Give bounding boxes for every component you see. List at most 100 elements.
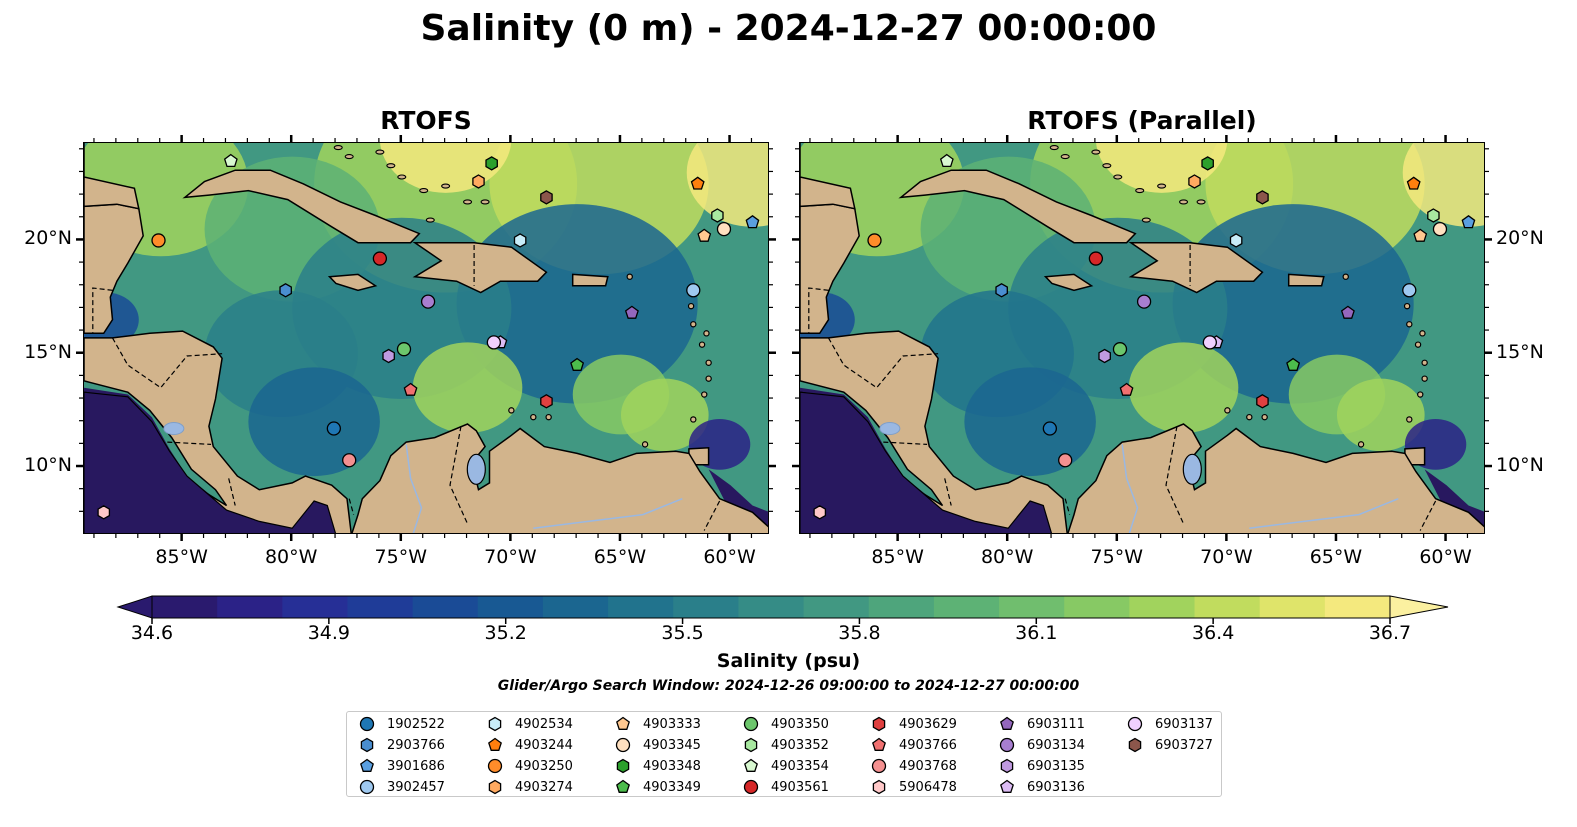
legend-label: 4903766 (899, 737, 957, 753)
hexagon-marker-icon (616, 758, 630, 774)
colorbar-segment (1194, 596, 1261, 618)
panel-title-rtofs-parallel: RTOFS (Parallel) (1027, 106, 1257, 135)
legend-label: 2903766 (387, 737, 445, 753)
pentagon-marker-icon (616, 779, 630, 793)
colorbar-segment (477, 596, 544, 618)
float-4903345 (1432, 221, 1448, 237)
pentagon-marker-icon (616, 716, 630, 730)
legend-item: 4903348 (613, 756, 701, 776)
colorbar (116, 595, 1449, 624)
colorbar-segment (868, 596, 935, 618)
colorbar-segment (933, 596, 1000, 618)
pentagon-marker-icon (360, 758, 374, 772)
float-4903345 (716, 221, 732, 237)
float-4903348 (1201, 156, 1214, 171)
legend-item: 4903274 (485, 777, 573, 797)
float-4903352 (711, 208, 724, 223)
lat-tick-label-left: 10°N (24, 454, 72, 477)
float-4903274 (1188, 174, 1201, 189)
colorbar-tick-label: 35.2 (484, 622, 527, 644)
float-4903629 (540, 394, 553, 409)
legend-label: 4903348 (643, 758, 701, 774)
legend-item: 4903333 (613, 714, 701, 734)
lon-tick-label: 65°W (1309, 546, 1363, 568)
float-6903111 (1340, 305, 1355, 319)
float-4903244 (1406, 176, 1421, 190)
legend-label: 4903274 (515, 779, 573, 795)
float-4903244 (690, 176, 705, 190)
legend-item: 4902534 (485, 714, 573, 734)
panel-title-rtofs: RTOFS (380, 106, 472, 135)
lon-tick-label: 70°W (1200, 546, 1253, 568)
legend-item: 6903135 (997, 756, 1085, 776)
lon-tick-label: 65°W (593, 546, 647, 568)
colorbar-extend-low (116, 595, 153, 619)
float-4903354 (223, 153, 238, 168)
float-4903766 (403, 382, 418, 396)
legend-item: 4903352 (741, 735, 829, 755)
float-6903135 (1098, 348, 1111, 364)
float-4903274 (472, 174, 485, 189)
lat-tick-label-right: 10°N (1496, 454, 1544, 477)
legend-label: 4903350 (771, 716, 829, 732)
lon-tick-label: 70°W (484, 546, 537, 568)
hexagon-marker-icon (488, 716, 502, 732)
colorbar-segment (1129, 596, 1196, 618)
pentagon-marker-icon (1000, 716, 1014, 730)
colorbar-segment (673, 596, 740, 618)
legend-label: 4903354 (771, 758, 829, 774)
float-4903561 (372, 251, 388, 266)
float-4903333 (697, 228, 712, 242)
legend-label: 3901686 (387, 758, 445, 774)
hexagon-marker-icon (872, 716, 886, 732)
circle-marker-icon (359, 716, 375, 732)
colorbar-tick-label: 36.1 (1015, 622, 1058, 644)
float-4903350 (396, 342, 412, 357)
hexagon-marker-icon (872, 779, 886, 795)
float-4903349 (570, 357, 585, 371)
float-6903727 (1256, 190, 1269, 205)
hexagon-marker-icon (1128, 737, 1142, 753)
map-panel-rtofs (83, 142, 769, 534)
lon-tick-label: 80°W (980, 546, 1034, 568)
legend-label: 4903629 (899, 716, 957, 732)
colorbar-segment (1324, 596, 1391, 618)
float-3902457 (686, 283, 701, 298)
float-6903137 (1202, 335, 1217, 350)
circle-marker-icon (487, 758, 503, 774)
circle-marker-icon (1127, 716, 1143, 732)
legend-item: 4903354 (741, 756, 829, 776)
legend-label: 1902522 (387, 716, 445, 732)
colorbar-tick-label: 36.4 (1191, 622, 1235, 644)
legend-label: 6903137 (1155, 716, 1213, 732)
circle-marker-icon (871, 758, 887, 774)
float-4903354 (939, 153, 954, 168)
colorbar-segment (282, 596, 349, 618)
circle-marker-icon (359, 779, 375, 795)
colorbar-tick-label: 35.8 (838, 622, 881, 644)
float-6903134 (1136, 294, 1152, 309)
legend-label: 6903136 (1027, 779, 1085, 795)
legend-item: 5906478 (869, 777, 957, 797)
legend-label: 6903727 (1155, 737, 1213, 753)
figure-title: Salinity (0 m) - 2024-12-27 00:00:00 (420, 8, 1157, 49)
map-panel-rtofs-parallel (799, 142, 1485, 534)
float-4903250 (151, 233, 166, 248)
pentagon-marker-icon (872, 737, 886, 751)
legend-item: 6903137 (1125, 714, 1213, 734)
float-3902457 (1402, 283, 1417, 298)
legend-item: 6903727 (1125, 735, 1213, 755)
lon-tick-label: 85°W (871, 546, 924, 568)
lat-tick-label-right: 15°N (1496, 340, 1544, 363)
float-4903250 (867, 233, 882, 248)
legend-label: 4902534 (515, 716, 573, 732)
legend-label: 4903250 (515, 758, 573, 774)
lat-tick-label-left: 20°N (24, 227, 72, 250)
legend-item: 4903629 (869, 714, 957, 734)
legend-item: 6903136 (997, 777, 1085, 797)
colorbar-segment (412, 596, 479, 618)
colorbar-segment (803, 596, 870, 618)
colorbar-tick-label: 34.9 (307, 622, 350, 644)
float-2903766 (279, 283, 292, 298)
legend-item: 4903244 (485, 735, 573, 755)
